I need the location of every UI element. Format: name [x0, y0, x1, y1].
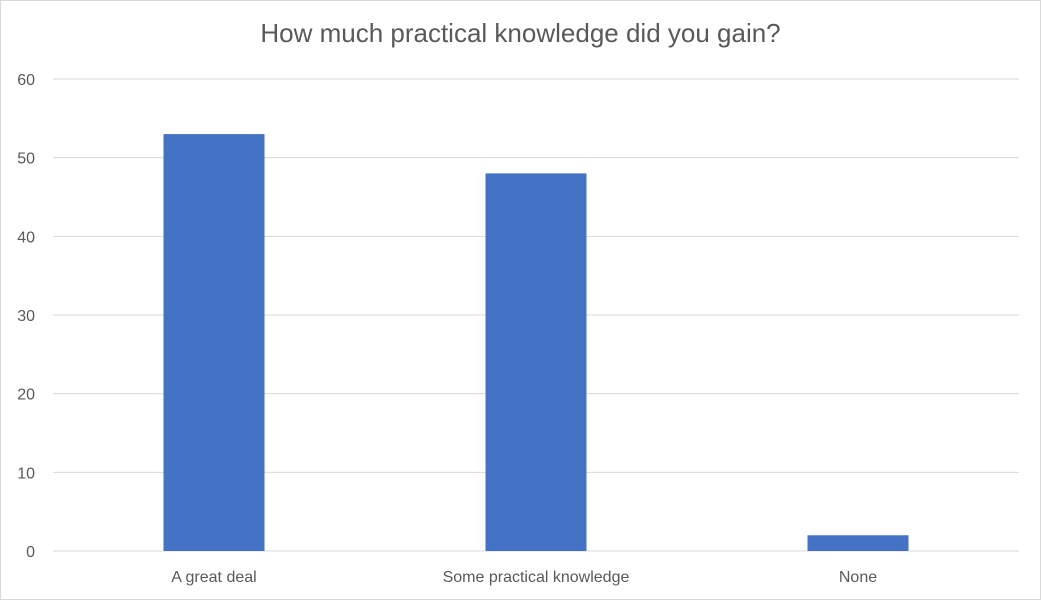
- y-axis-ticks: 0 10 20 30 40 50 60: [17, 72, 35, 561]
- y-tick-label: 40: [17, 229, 35, 246]
- bar: [163, 134, 265, 552]
- bar: [807, 535, 909, 551]
- y-tick-label: 50: [17, 151, 35, 168]
- bar: [485, 173, 587, 551]
- y-tick-label: 10: [17, 465, 35, 482]
- x-axis-labels: A great deal Some practical knowledge None: [171, 569, 877, 586]
- bars: [163, 134, 909, 552]
- x-category-label: None: [839, 569, 877, 586]
- y-tick-label: 60: [17, 72, 35, 89]
- x-category-label: A great deal: [171, 569, 256, 586]
- chart-title: How much practical knowledge did you gai…: [260, 18, 781, 48]
- y-tick-label: 30: [17, 308, 35, 325]
- y-tick-label: 20: [17, 387, 35, 404]
- x-category-label: Some practical knowledge: [443, 569, 630, 586]
- y-tick-label: 0: [26, 544, 35, 561]
